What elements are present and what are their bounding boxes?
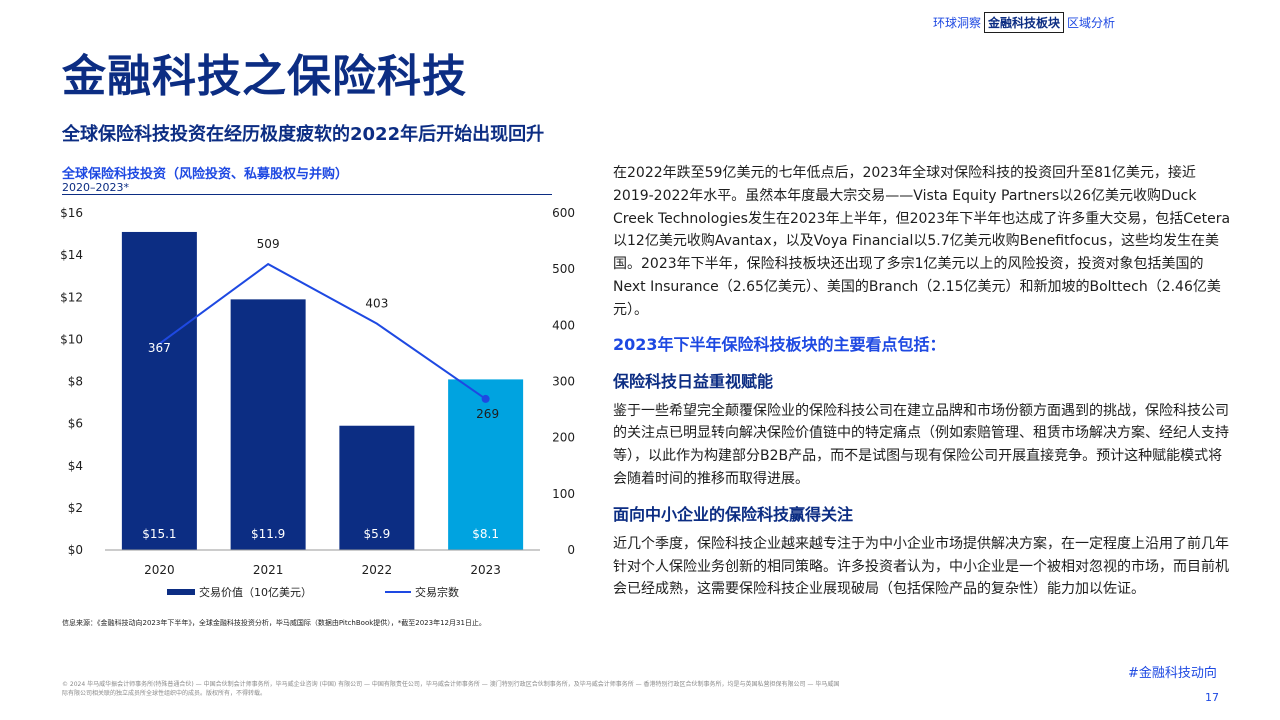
y-left-tick-label: $6 bbox=[68, 417, 83, 431]
hashtag-link[interactable]: #金融科技动向 bbox=[1128, 666, 1217, 681]
x-tick-label: 2023 bbox=[470, 563, 501, 577]
bar bbox=[339, 425, 415, 550]
legend-swatch-bar bbox=[167, 589, 195, 595]
y-right-tick-label: 300 bbox=[552, 375, 575, 389]
legend-label-deal-count: 交易宗数 bbox=[415, 585, 459, 599]
y-left-tick-label: $4 bbox=[68, 459, 83, 473]
bar-value-label: $8.1 bbox=[472, 527, 499, 541]
deal-count-line bbox=[158, 262, 487, 400]
y-right-tick-label: 400 bbox=[552, 318, 575, 332]
deal-count-point bbox=[481, 394, 490, 403]
nav-fintech-sector[interactable]: 金融科技板块 bbox=[984, 12, 1065, 33]
bar-value-label: $11.9 bbox=[251, 527, 285, 541]
x-tick-label: 2021 bbox=[253, 563, 284, 577]
y-left-tick-label: $0 bbox=[68, 543, 83, 557]
section-heading-sme: 面向中小企业的保险科技赢得关注 bbox=[613, 504, 854, 524]
page-subtitle: 全球保险科技投资在经历极度疲软的2022年后开始出现回升 bbox=[62, 124, 545, 145]
source-note: 信息来源：《金融科技动向2023年下半年》，全球金融科技投资分析，毕马威国际（数… bbox=[62, 619, 486, 627]
deal-count-label: 269 bbox=[476, 407, 499, 421]
bar bbox=[121, 231, 197, 551]
page-number: 17 bbox=[1205, 691, 1219, 704]
bar-value-label: $15.1 bbox=[142, 527, 176, 541]
chart-title: 全球保险科技投资（风险投资、私募股权与并购） bbox=[62, 167, 349, 182]
y-left-tick-label: $14 bbox=[60, 248, 83, 262]
deal-count-label: 367 bbox=[148, 341, 171, 355]
y-right-tick-label: 500 bbox=[552, 262, 575, 276]
y-left-tick-label: $8 bbox=[68, 375, 83, 389]
page-title: 金融科技之保险科技 bbox=[62, 51, 467, 102]
y-right-tick-label: 200 bbox=[552, 431, 575, 445]
x-tick-label: 2020 bbox=[144, 563, 175, 577]
x-tick-label: 2022 bbox=[362, 563, 393, 577]
y-left-tick-label: $10 bbox=[60, 332, 83, 346]
intro-paragraph: 在2022年跌至59亿美元的七年低点后，2023年全球对保险科技的投资回升至81… bbox=[613, 165, 1231, 318]
insurtech-investment-chart: $0 $2 $4 $6 $8 $10 $12 $14 $16 0 100 200 300 400 500 60… bbox=[60, 206, 575, 599]
bar bbox=[230, 299, 306, 550]
bar bbox=[448, 379, 524, 550]
y-left-tick-label: $12 bbox=[60, 290, 83, 304]
sme-paragraph: 近几个季度，保险科技企业越来越专注于为中小企业市场提供解决方案，在一定程度上沿用… bbox=[613, 535, 1229, 598]
y-left-tick-label: $2 bbox=[68, 501, 83, 515]
bar-value-label: $5.9 bbox=[364, 527, 391, 541]
chart-divider bbox=[62, 194, 552, 195]
y-right-tick-label: 100 bbox=[552, 487, 575, 501]
deal-count-label: 403 bbox=[365, 297, 388, 311]
nav-regional-analysis[interactable]: 区域分析 bbox=[1067, 16, 1116, 30]
legend-label-deal-value: 交易价值（10亿美元） bbox=[199, 585, 312, 599]
enablement-paragraph: 鉴于一些希望完全颠覆保险业的保险科技公司在建立品牌和市场份额方面遇到的挑战，保险… bbox=[613, 402, 1229, 487]
nav-global-insights[interactable]: 环球洞察 bbox=[933, 16, 982, 30]
highlights-heading: 2023年下半年保险科技板块的主要看点包括： bbox=[613, 334, 946, 354]
deal-count-label: 509 bbox=[257, 237, 280, 251]
y-left-tick-label: $16 bbox=[60, 206, 83, 220]
footer-disclaimer: © 2024 毕马威华振会计师事务所(特殊普通合伙) — 中国合伙制会计师事务所… bbox=[62, 681, 840, 697]
section-heading-enablement: 保险科技日益重视赋能 bbox=[613, 371, 774, 391]
body-text-column: 在2022年跌至59亿美元的七年低点后，2023年全球对保险科技的投资回升至81… bbox=[613, 162, 1233, 601]
chart-subtitle: 2020–2023* bbox=[62, 181, 129, 194]
y-right-tick-label: 600 bbox=[552, 206, 575, 220]
top-navigation: 环球洞察 金融科技板块 区域分析 bbox=[930, 12, 1118, 33]
y-right-tick-label: 0 bbox=[567, 543, 575, 557]
